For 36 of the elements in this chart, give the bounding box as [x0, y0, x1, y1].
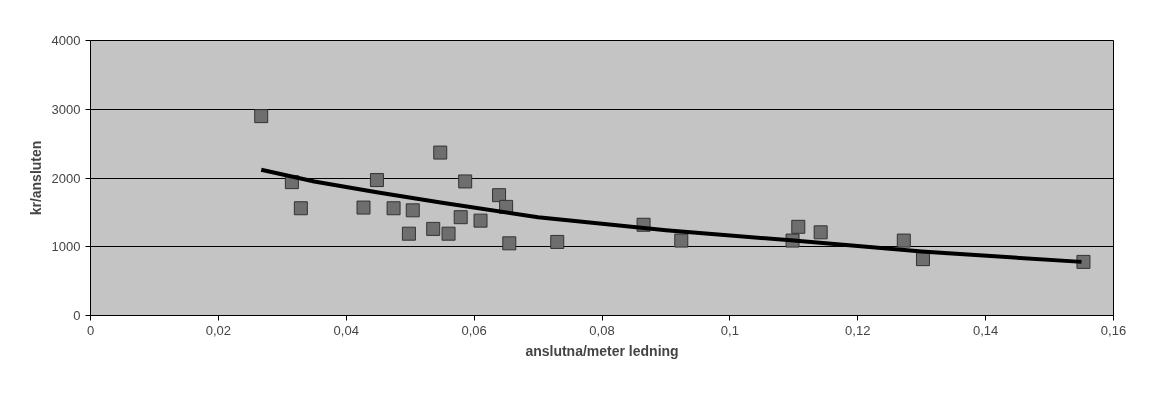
- point: [293, 201, 308, 216]
- point: [473, 213, 488, 228]
- point: [896, 233, 911, 248]
- x-tick-label: 0,16: [1100, 322, 1127, 338]
- point: [401, 226, 416, 241]
- point: [386, 201, 401, 216]
- point: [356, 200, 371, 215]
- point: [369, 173, 384, 188]
- y-tick-label: 1000: [51, 239, 81, 255]
- point: [441, 226, 456, 241]
- point: [813, 225, 828, 240]
- point: [550, 234, 565, 249]
- point: [426, 221, 441, 236]
- x-tick-label: 0,02: [205, 322, 232, 338]
- y-tick-label: 3000: [51, 101, 81, 117]
- point: [674, 233, 689, 248]
- y-tick-label: 0: [73, 308, 81, 323]
- x-tick-label: 0,1: [720, 322, 739, 338]
- point: [405, 203, 420, 218]
- point: [453, 210, 468, 225]
- point: [254, 109, 269, 124]
- x-tick-label: 0,08: [589, 322, 615, 338]
- x-tick-label: 0,06: [461, 322, 487, 338]
- x-tick-label: 0,14: [972, 322, 999, 338]
- point: [502, 236, 517, 251]
- x-tick-label: 0: [86, 322, 95, 338]
- point: [791, 219, 806, 234]
- x-tick-label: 0,12: [845, 322, 871, 338]
- y-axis-title: kr/ansluten: [27, 140, 44, 216]
- point: [458, 174, 473, 189]
- y-tick-label: 2000: [51, 170, 81, 186]
- x-tick-label: 0,04: [333, 322, 359, 338]
- point: [492, 188, 507, 203]
- y-tick-label: 4000: [51, 33, 81, 48]
- point: [433, 145, 448, 160]
- x-axis-title: anslutna/meter ledning: [525, 342, 679, 359]
